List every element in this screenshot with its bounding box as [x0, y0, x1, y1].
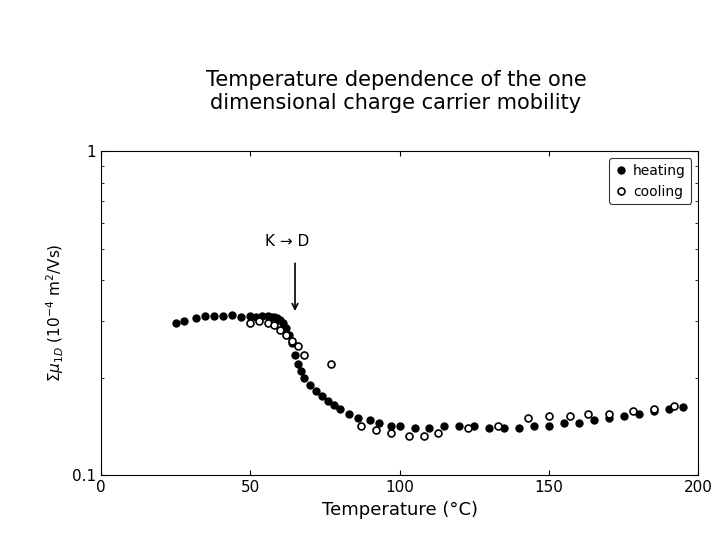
heating: [273, 315, 282, 321]
cooling: [494, 423, 503, 429]
Line: heating: heating: [172, 312, 687, 431]
cooling: [264, 320, 272, 326]
cooling: [419, 433, 428, 440]
cooling: [434, 430, 443, 436]
X-axis label: Temperature (°C): Temperature (°C): [322, 501, 477, 518]
cooling: [372, 427, 380, 433]
Text: K → D: K → D: [265, 234, 310, 249]
cooling: [300, 352, 308, 358]
cooling: [629, 408, 637, 414]
cooling: [605, 410, 613, 417]
Line: cooling: cooling: [247, 317, 678, 440]
cooling: [523, 415, 532, 421]
heating: [664, 406, 672, 413]
cooling: [294, 343, 302, 349]
heating: [679, 404, 688, 410]
cooling: [327, 361, 336, 368]
heating: [410, 424, 419, 431]
heating: [264, 313, 272, 319]
cooling: [276, 327, 284, 334]
cooling: [649, 406, 658, 413]
cooling: [246, 320, 255, 326]
Legend: heating, cooling: heating, cooling: [609, 158, 691, 204]
Text: Temperature dependence of the one
dimensional charge carrier mobility: Temperature dependence of the one dimens…: [206, 70, 586, 113]
cooling: [270, 322, 279, 329]
cooling: [566, 413, 575, 420]
heating: [619, 413, 628, 420]
cooling: [288, 338, 297, 344]
cooling: [545, 413, 554, 420]
cooling: [583, 410, 592, 417]
cooling: [255, 318, 264, 324]
heating: [171, 320, 180, 326]
cooling: [404, 433, 413, 440]
heating: [228, 312, 237, 319]
cooling: [387, 430, 395, 436]
Y-axis label: $\Sigma\mu_{1D}$ (10$^{-4}$ m$^2$/Vs): $\Sigma\mu_{1D}$ (10$^{-4}$ m$^2$/Vs): [45, 244, 66, 382]
cooling: [356, 423, 365, 429]
heating: [237, 314, 246, 320]
cooling: [464, 424, 472, 431]
cooling: [282, 332, 290, 339]
heating: [294, 361, 302, 368]
cooling: [670, 403, 679, 410]
